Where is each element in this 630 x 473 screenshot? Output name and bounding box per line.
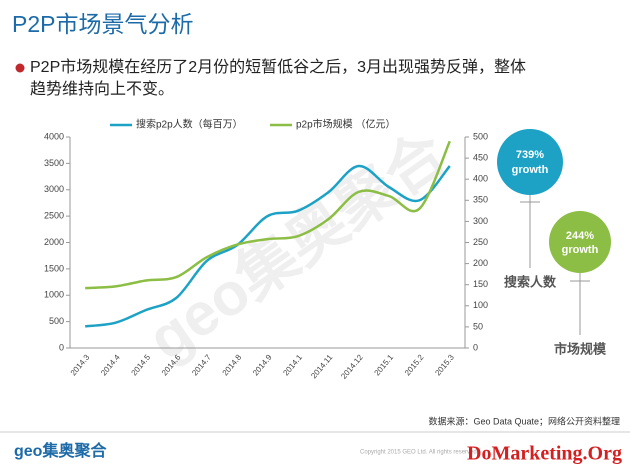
callout-label: 搜索人数 <box>504 274 557 289</box>
y2-tick-label: 100 <box>473 300 488 310</box>
y-tick-label: 3500 <box>44 158 64 168</box>
y-tick-label: 500 <box>49 316 64 326</box>
background-watermark: geo集奥聚合 <box>136 119 458 373</box>
y-tick-label: 2000 <box>44 237 64 247</box>
callout-value: 739% <box>516 149 544 161</box>
x-tick-label: 2014.8 <box>221 352 244 377</box>
callout-word: growth <box>512 164 549 176</box>
x-tick-label: 2015.3 <box>433 352 456 377</box>
x-tick-label: 2014.5 <box>129 352 152 377</box>
y-tick-label: 3000 <box>44 184 64 194</box>
legend-label: 搜索p2p人数（每百万） <box>136 118 243 131</box>
x-tick-label: 2014.4 <box>99 352 122 377</box>
y2-tick-label: 350 <box>473 195 488 205</box>
y2-tick-label: 0 <box>473 342 478 352</box>
series-line <box>85 164 451 328</box>
site-watermark: DoMarketing.Org <box>467 443 622 465</box>
y-tick-label: 1500 <box>44 263 64 273</box>
bullet-dot <box>15 63 25 73</box>
y2-tick-label: 450 <box>473 152 488 162</box>
y2-tick-label: 300 <box>473 216 488 226</box>
legend-label: p2p市场规模 （亿元） <box>296 118 395 131</box>
x-tick-label: 2015.2 <box>403 352 426 377</box>
bullet-line: P2P市场规模在经历了2月份的短暂低谷之后，3月出现强势反弹，整体 <box>30 58 526 76</box>
bullet-line: 趋势维持向上不变。 <box>30 80 174 98</box>
y-tick-label: 4000 <box>44 131 64 141</box>
footer-logo: geo集奥聚合 <box>14 441 107 460</box>
y2-tick-label: 250 <box>473 237 488 247</box>
callout-label: 市场规模 <box>554 341 607 356</box>
y2-tick-label: 150 <box>473 279 488 289</box>
y2-tick-label: 200 <box>473 258 488 268</box>
callout-bubble <box>549 211 611 273</box>
x-tick-label: 2015.1 <box>373 352 396 377</box>
y-tick-label: 1000 <box>44 290 64 300</box>
source-note: 数据来源：Geo Data Quate；网络公开资料整理 <box>428 415 620 426</box>
y2-tick-label: 400 <box>473 174 488 184</box>
callout-value: 244% <box>566 230 594 242</box>
x-tick-label: 2014.1 <box>281 352 304 377</box>
x-tick-label: 2014.12 <box>339 352 365 380</box>
y-tick-label: 2500 <box>44 211 64 221</box>
y-tick-label: 0 <box>59 342 64 352</box>
y2-tick-label: 500 <box>473 131 488 141</box>
copyright: Copyright 2015 GEO Ltd. All rights reser… <box>360 450 477 456</box>
callout-word: growth <box>562 244 599 256</box>
slide-title: P2P市场景气分析 <box>12 11 193 37</box>
x-tick-label: 2014.9 <box>251 352 274 377</box>
x-tick-label: 2014.3 <box>69 352 92 377</box>
x-tick-label: 2014.11 <box>309 352 334 380</box>
series-line <box>85 140 451 290</box>
y2-tick-label: 50 <box>473 321 483 331</box>
callout-bubble <box>497 129 563 195</box>
